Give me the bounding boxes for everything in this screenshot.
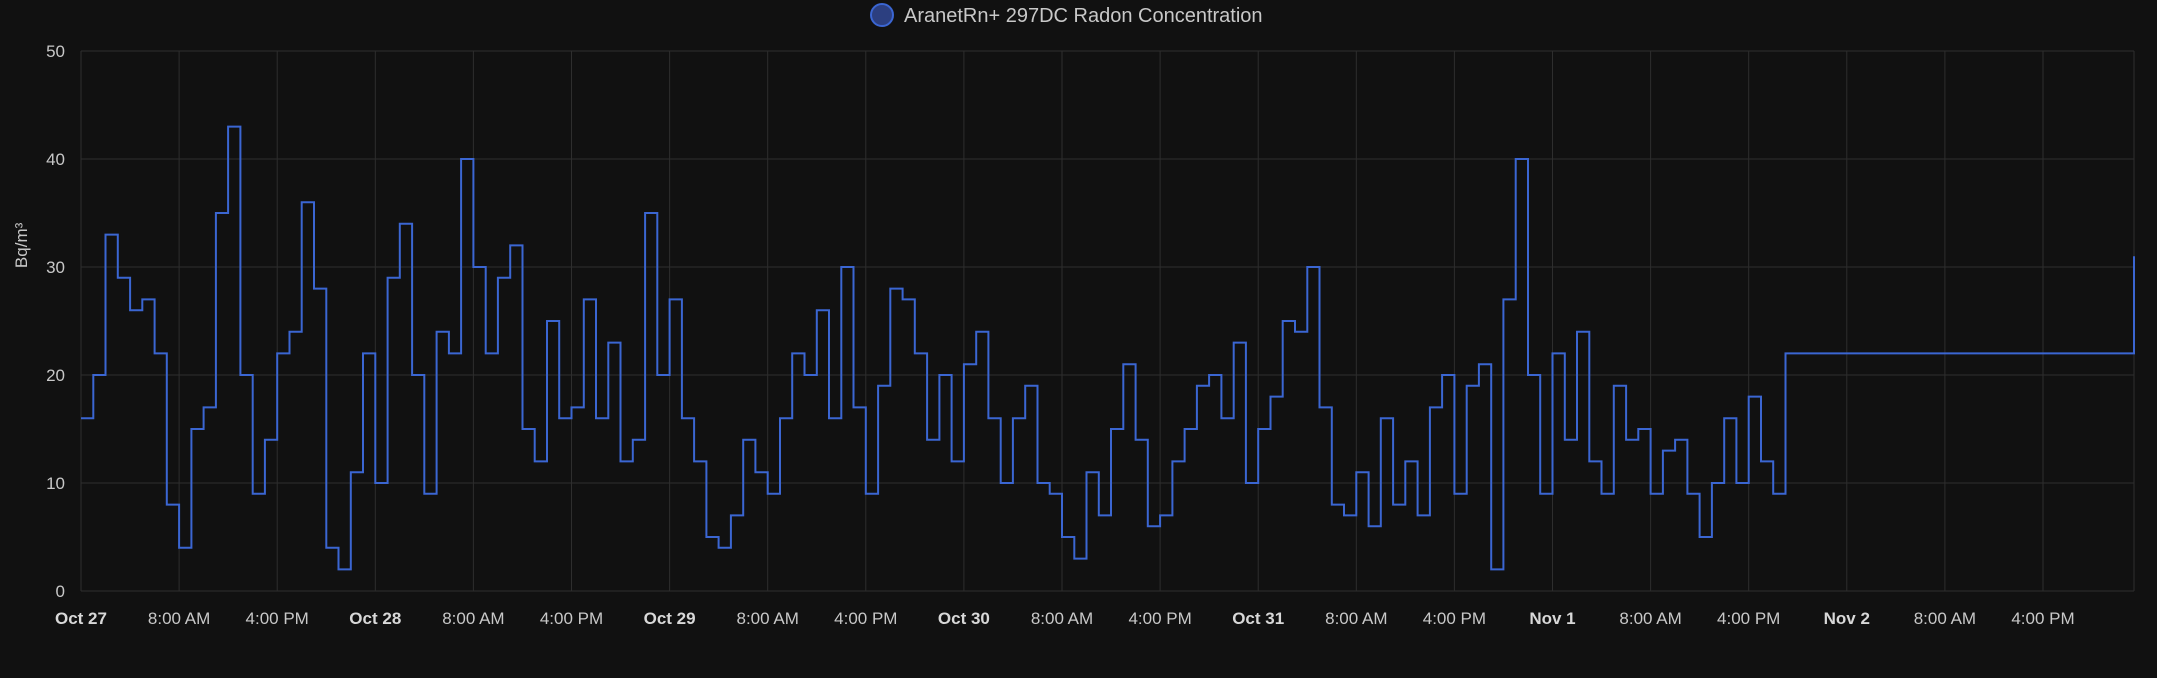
y-tick-label: 0 xyxy=(56,582,65,601)
x-tick-label-day: Oct 30 xyxy=(938,609,990,628)
series-layer xyxy=(81,125,2135,571)
y-tick-label: 50 xyxy=(46,42,65,61)
x-tick-label-day: Oct 31 xyxy=(1232,609,1284,628)
x-tick-label-time: 8:00 AM xyxy=(1031,609,1093,628)
x-tick-label-time: 4:00 PM xyxy=(1128,609,1191,628)
x-tick-label-time: 8:00 AM xyxy=(148,609,210,628)
x-tick-label-time: 8:00 AM xyxy=(1619,609,1681,628)
x-tick-label-time: 4:00 PM xyxy=(246,609,309,628)
legend[interactable]: AranetRn+ 297DC Radon Concentration xyxy=(870,3,1263,27)
y-axis-label: Bq/m³ xyxy=(12,222,31,268)
series-line-radon[interactable] xyxy=(81,125,2135,571)
x-tick-label-time: 8:00 AM xyxy=(737,609,799,628)
y-tick-label: 10 xyxy=(46,474,65,493)
x-tick-label-day: Nov 1 xyxy=(1529,609,1575,628)
x-axis: Oct 27 8:00 AM 4:00 PM Oct 28 8:00 AM 4:00 PM… xyxy=(55,609,2075,628)
grid xyxy=(80,50,2135,592)
y-axis: 0 10 20 30 40 50 xyxy=(46,42,65,601)
x-tick-label-time: 4:00 PM xyxy=(834,609,897,628)
x-tick-label-time: 4:00 PM xyxy=(540,609,603,628)
y-tick-label: 40 xyxy=(46,150,65,169)
legend-label[interactable]: AranetRn+ 297DC Radon Concentration xyxy=(904,5,1263,27)
x-tick-label-time: 8:00 AM xyxy=(1325,609,1387,628)
x-tick-label-time: 8:00 AM xyxy=(442,609,504,628)
y-tick-label: 20 xyxy=(46,366,65,385)
x-tick-label-day: Oct 28 xyxy=(349,609,401,628)
x-tick-label-time: 8:00 AM xyxy=(1914,609,1976,628)
x-tick-label-time: 4:00 PM xyxy=(1717,609,1780,628)
y-tick-label: 30 xyxy=(46,258,65,277)
x-tick-label-day: Oct 29 xyxy=(644,609,696,628)
x-tick-label-day: Nov 2 xyxy=(1824,609,1870,628)
x-tick-label-time: 4:00 PM xyxy=(1423,609,1486,628)
x-tick-label-time: 4:00 PM xyxy=(2011,609,2074,628)
x-tick-label-day: Oct 27 xyxy=(55,609,107,628)
legend-swatch-icon[interactable] xyxy=(870,3,894,27)
